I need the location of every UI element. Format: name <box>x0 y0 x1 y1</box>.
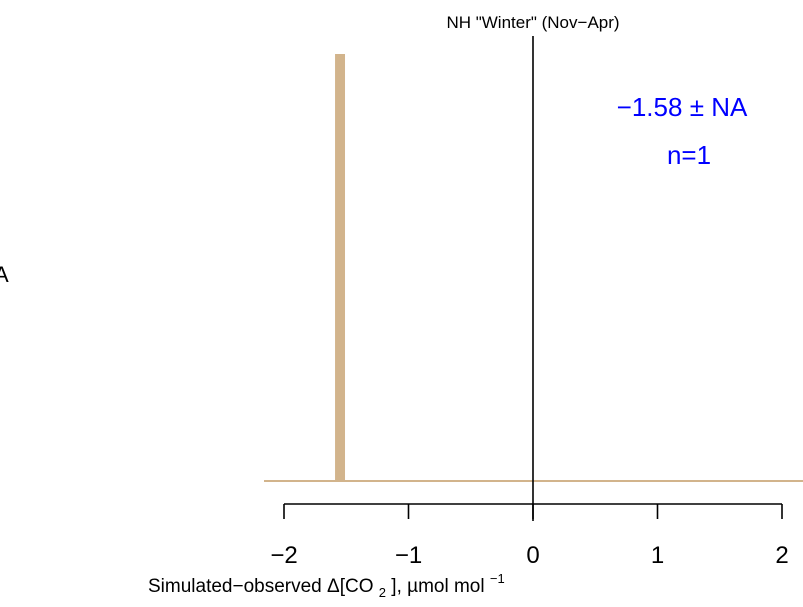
x-tick-label-0: −2 <box>270 542 297 569</box>
plus-minus-sign: ± <box>690 92 704 122</box>
x-tick-label-3: 1 <box>651 542 664 569</box>
x-tick-label-1: −1 <box>395 542 422 569</box>
mean-value: −1.58 <box>617 92 683 122</box>
x-axis: −2 −1 0 1 2 <box>270 503 789 569</box>
x-tick-label-4: 2 <box>775 542 788 569</box>
x-axis-label-units: ], µmol mol <box>391 576 484 597</box>
x-axis-label-subscript: 2 <box>379 585 386 600</box>
sd-value: NA <box>711 92 748 122</box>
mean-sd-annotation: −1.58 ± NA <box>617 92 748 122</box>
x-axis-label: Simulated−observed Δ[CO 2 ], µmol mol −1 <box>148 571 505 602</box>
chart-title: NH "Winter" (Nov−Apr) <box>446 13 619 32</box>
histogram-bar-0 <box>335 54 346 481</box>
stats-annotation: −1.58 ± NA n=1 <box>617 92 748 170</box>
count-annotation: n=1 <box>667 140 711 170</box>
clipped-label-fragment: A <box>0 262 9 287</box>
x-axis-label-superscript: −1 <box>490 571 505 586</box>
x-axis-label-main: Simulated−observed Δ[CO <box>148 576 374 597</box>
x-tick-label-2: 0 <box>526 542 539 569</box>
bars-layer <box>335 54 346 481</box>
